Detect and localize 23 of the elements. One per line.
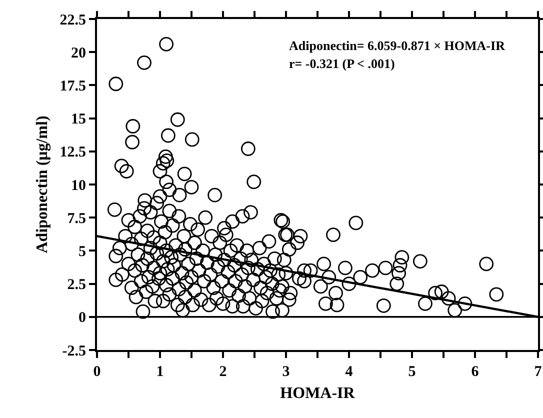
annotation: Adiponectin= 6.059-0.871 × HOMA-IR [289, 38, 506, 53]
y-tick-label: 15 [71, 112, 86, 128]
x-tick-label: 3 [282, 364, 290, 380]
y-tick-label: 22.5 [60, 12, 86, 28]
y-tick-label: 10 [71, 178, 86, 194]
y-axis-title: Adiponectin (μg/ml) [34, 116, 52, 254]
x-tick-label: 5 [408, 364, 416, 380]
x-tick-label: 0 [93, 364, 101, 380]
y-tick-label: 7.5 [67, 210, 86, 227]
y-tick-label: 0 [78, 310, 86, 326]
y-tick-label: 5 [78, 244, 86, 260]
x-tick-label: 4 [345, 364, 354, 380]
y-tick-label: 2.5 [67, 277, 86, 294]
x-axis-title: HOMA-IR [280, 385, 356, 402]
y-tick-label: 17.5 [60, 78, 86, 94]
annotation: r= -0.321 (P < .001) [289, 56, 395, 71]
x-tick-label: 6 [471, 364, 480, 380]
x-tick-label: 1 [156, 364, 164, 380]
y-tick-label: -2.5 [62, 343, 86, 360]
x-tick-label: 2 [219, 364, 227, 380]
y-tick-label: 12.5 [60, 144, 86, 161]
y-tick-label: 20 [71, 45, 86, 62]
x-tick-label: 7 [534, 364, 542, 380]
